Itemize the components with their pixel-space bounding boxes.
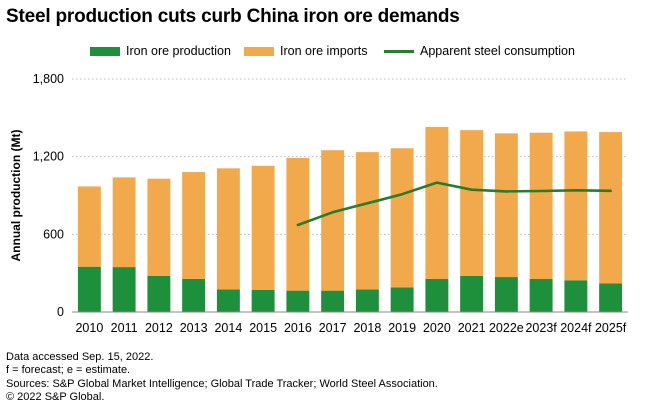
x-tick-label: 2012 [145,321,173,335]
legend-swatch-imports [244,46,274,56]
bar-iron-ore-imports [599,132,623,284]
bar-iron-ore-production [321,290,345,312]
x-tick-label: 2019 [388,321,416,335]
bars-group [77,126,623,312]
footnote-copyright: © 2022 S&P Global. [6,391,105,404]
bar-iron-ore-imports [112,177,136,268]
footnote-sources: Sources: S&P Global Market Intelligence;… [6,377,438,390]
legend-swatch-production [90,46,120,56]
bar-iron-ore-imports [529,132,553,279]
footnote-forecast-estimate: f = forecast; e = estimate. [6,364,131,377]
x-tick-label: 2017 [319,321,347,335]
bar-iron-ore-production [112,267,136,312]
x-tick-label: 2016 [284,321,312,335]
x-tick-label: 2023f [525,321,557,335]
bar-iron-ore-production [564,280,588,312]
bar-iron-ore-production [251,289,275,312]
legend-label-production: Iron ore production [126,44,231,58]
legend-item-iron-ore-production: Iron ore production [90,44,231,58]
legend-item-apparent-steel-consumption: Apparent steel consumption [384,44,575,58]
bar-iron-ore-imports [147,178,171,276]
x-tick-label: 2011 [111,321,138,335]
bar-iron-ore-production [425,278,449,312]
bar-iron-ore-production [147,275,171,312]
legend: Iron ore production Iron ore imports App… [0,44,660,64]
chart-title: Steel production cuts curb China iron or… [6,6,460,27]
legend-label-consumption: Apparent steel consumption [420,44,575,58]
bar-iron-ore-production [494,277,518,312]
legend-label-imports: Iron ore imports [280,44,368,58]
x-tick-label: 2013 [180,321,208,335]
bar-iron-ore-production [529,278,553,312]
footnote-data-accessed: Data accessed Sep. 15, 2022. [6,351,154,363]
x-tick-label: 2015 [249,321,277,335]
x-tick-label: 2010 [75,321,103,335]
y-tick-label: 1,800 [33,72,64,86]
bar-iron-ore-imports [425,126,449,279]
bar-iron-ore-production [286,290,310,312]
line-group [296,181,612,227]
bar-iron-ore-imports [355,152,379,290]
legend-swatch-consumption [384,49,414,53]
bar-iron-ore-production [182,278,206,312]
bar-iron-ore-imports [251,165,275,290]
bar-iron-ore-production [460,275,484,312]
bar-iron-ore-imports [77,186,101,267]
bar-iron-ore-imports [216,168,240,290]
y-axis-title: Annual production (Mt) [9,130,23,262]
x-tick-label: 2018 [353,321,381,335]
line-apparent-steel-consumption [296,181,612,227]
bar-iron-ore-imports [564,131,588,281]
bar-iron-ore-production [77,266,101,312]
y-tick-label: 1,200 [33,150,64,164]
x-tick-label: 2022e [489,321,524,335]
y-tick-label: 600 [43,227,64,241]
axes-group: 0 600 1,200 1,800 Annual production (Mt) 2010… [9,72,628,335]
footnotes: Data accessed Sep. 15, 2022. f = forecas… [6,351,438,405]
x-tick-label: 2024f [560,321,592,335]
bar-iron-ore-production [390,287,414,312]
bar-iron-ore-imports [182,172,206,279]
bar-iron-ore-production [216,289,240,312]
legend-item-iron-ore-imports: Iron ore imports [244,44,368,58]
x-tick-label: 2025f [595,321,627,335]
bar-iron-ore-production [599,283,623,312]
x-tick-label: 2021 [458,321,486,335]
bar-iron-ore-imports [494,133,518,278]
bar-iron-ore-imports [390,148,414,288]
y-tick-label: 0 [57,305,64,319]
x-tick-label: 2020 [423,321,451,335]
x-tick-label: 2014 [214,321,242,335]
bar-iron-ore-imports [321,150,345,291]
bar-iron-ore-production [355,289,379,312]
bar-iron-ore-imports [460,130,484,276]
